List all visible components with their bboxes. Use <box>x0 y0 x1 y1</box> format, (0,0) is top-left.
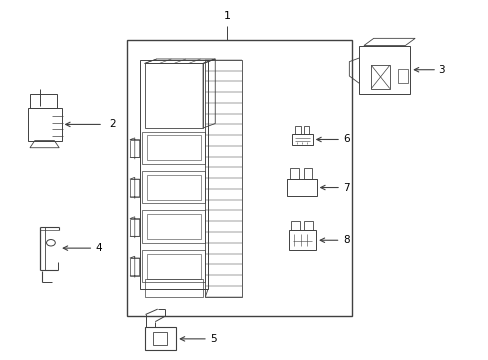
Bar <box>294 126 300 134</box>
Bar <box>205 60 242 297</box>
Text: 2: 2 <box>109 120 116 129</box>
Bar <box>289 230 316 250</box>
Bar <box>291 221 300 230</box>
Text: 7: 7 <box>343 183 349 193</box>
Text: 3: 3 <box>438 65 444 75</box>
Text: 1: 1 <box>224 12 230 22</box>
Bar <box>147 253 200 279</box>
Bar <box>397 69 407 83</box>
Bar <box>140 60 207 289</box>
Bar <box>303 126 309 134</box>
Bar <box>370 65 389 89</box>
Bar <box>144 327 176 350</box>
Bar <box>127 40 351 316</box>
Bar <box>142 171 205 203</box>
Bar <box>290 168 299 179</box>
Bar <box>144 279 203 297</box>
Bar <box>144 63 203 128</box>
Bar <box>287 179 316 196</box>
Bar <box>292 134 312 145</box>
Text: 5: 5 <box>210 334 217 344</box>
Bar <box>30 94 57 108</box>
Bar <box>147 135 200 160</box>
Bar <box>358 45 409 94</box>
Text: 8: 8 <box>342 235 349 245</box>
Text: 6: 6 <box>343 135 349 144</box>
Bar <box>142 211 205 243</box>
Bar <box>147 214 200 239</box>
Bar <box>147 175 200 200</box>
Bar <box>142 132 205 164</box>
Text: 4: 4 <box>96 243 102 253</box>
Bar <box>153 332 166 345</box>
Bar <box>303 168 312 179</box>
Bar <box>304 221 312 230</box>
Bar <box>27 108 61 140</box>
Bar <box>142 250 205 282</box>
